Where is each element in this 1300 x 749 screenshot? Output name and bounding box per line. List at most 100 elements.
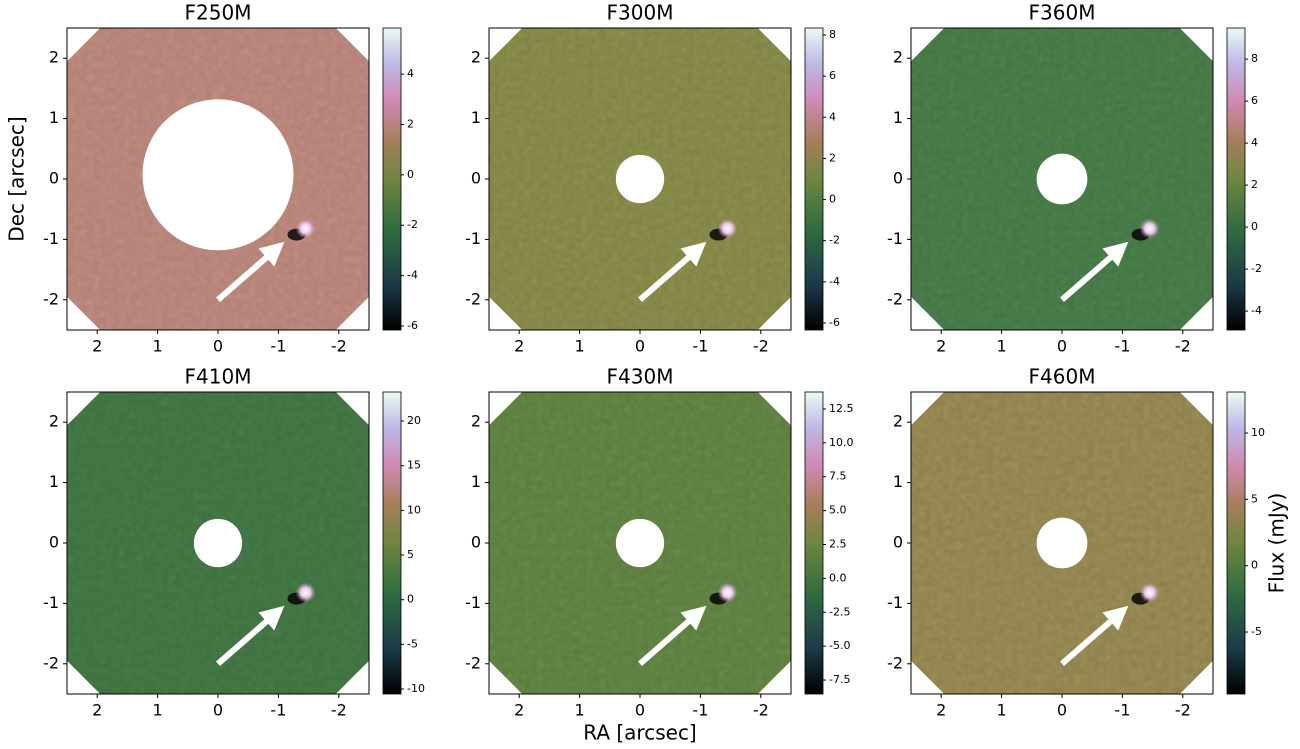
y-tick-label: 2 [49, 412, 59, 431]
colorbar-tick-label: -4 [1251, 304, 1262, 317]
arrow [216, 605, 285, 667]
colorbar [382, 391, 402, 695]
mask [615, 154, 665, 204]
x-tick-label: 1 [997, 701, 1007, 720]
mask [1036, 517, 1088, 569]
y-tick-label: -2 [887, 653, 903, 672]
panel-title: F360M [1029, 1, 1096, 25]
x-tick-label: 2 [936, 701, 946, 720]
y-tick-label: -1 [465, 593, 481, 612]
colorbar-tick-label: 5 [407, 548, 414, 561]
colorbar-tick-label: -5.0 [829, 639, 850, 652]
colorbar-tick-label: -5 [407, 637, 418, 650]
y-tick-label: -1 [887, 593, 903, 612]
colorbar-tick-label: -10 [407, 682, 425, 695]
x-tick-label: -2 [1175, 701, 1191, 720]
arrow [638, 241, 707, 303]
y-tick-label: 0 [471, 533, 481, 552]
y-tick-label: 2 [471, 412, 481, 431]
x-tick-label: 0 [213, 337, 223, 356]
image [911, 392, 1213, 694]
colorbar-tick-label: 2 [829, 151, 836, 164]
x-axis-label: RA [arcsec] [583, 721, 697, 745]
y-tick-label: -2 [887, 289, 903, 308]
image [67, 392, 369, 694]
y-tick-label: 1 [471, 472, 481, 491]
mask [615, 518, 665, 568]
y-tick-label: 1 [893, 108, 903, 127]
x-tick-label: 0 [1057, 337, 1067, 356]
arrow [638, 605, 707, 667]
y-tick-label: -1 [43, 593, 59, 612]
y-tick-label: 0 [49, 533, 59, 552]
arrow [1060, 241, 1129, 303]
colorbar-tick-label: -2 [407, 218, 418, 231]
x-tick-label: 1 [153, 337, 163, 356]
colorbar-tick-label: 5.0 [829, 504, 847, 517]
x-tick-label: 2 [514, 337, 524, 356]
y-tick-label: 2 [49, 48, 59, 67]
x-tick-label: 2 [92, 337, 102, 356]
y-tick-label: 0 [893, 533, 903, 552]
colorbar-tick-label: 10 [1251, 426, 1265, 439]
x-tick-label: 1 [997, 337, 1007, 356]
y-axis-label: Dec [arcsec] [5, 116, 29, 241]
colorbar [804, 391, 824, 695]
colorbar-tick-label: 6 [1251, 94, 1258, 107]
x-tick-label: 2 [514, 701, 524, 720]
image [489, 28, 791, 330]
arrow [1060, 605, 1129, 667]
x-tick-label: -1 [1114, 701, 1130, 720]
colorbar-tick-label: 12.5 [829, 402, 854, 415]
colorbar-tick-label: 20 [407, 414, 421, 427]
y-tick-label: -2 [43, 289, 59, 308]
y-tick-label: 2 [893, 412, 903, 431]
colorbar-tick-label: -2 [829, 234, 840, 247]
y-tick-label: -2 [465, 289, 481, 308]
y-tick-label: -1 [887, 229, 903, 248]
companion [295, 582, 316, 603]
y-tick-label: -2 [43, 653, 59, 672]
colorbar-tick-label: -6 [407, 319, 418, 332]
colorbar-tick-label: 4 [1251, 136, 1258, 149]
colorbar-tick-label: 10.0 [829, 436, 854, 449]
y-tick-label: 0 [471, 169, 481, 188]
x-tick-label: -1 [692, 701, 708, 720]
x-tick-label: -2 [1175, 337, 1191, 356]
x-tick-label: -1 [692, 337, 708, 356]
y-tick-label: -2 [465, 653, 481, 672]
colorbar-tick-label: 2 [407, 117, 414, 130]
x-tick-label: 2 [92, 701, 102, 720]
arrow [216, 241, 285, 303]
colorbar-tick-label: -2 [1251, 262, 1262, 275]
colorbar-tick-label: -4 [829, 275, 840, 288]
y-tick-label: -1 [465, 229, 481, 248]
y-tick-label: 1 [893, 472, 903, 491]
companion [295, 218, 316, 239]
x-tick-label: -2 [331, 337, 347, 356]
mask [142, 99, 294, 251]
y-tick-label: 2 [893, 48, 903, 67]
colorbar [382, 27, 402, 331]
colorbar [804, 27, 824, 331]
panel-title: F300M [607, 1, 674, 25]
y-tick-label: 1 [471, 108, 481, 127]
y-tick-label: 0 [49, 169, 59, 188]
y-tick-label: 1 [49, 108, 59, 127]
x-tick-label: -2 [331, 701, 347, 720]
panel-title: F250M [185, 1, 252, 25]
colorbar-tick-label: 15 [407, 459, 421, 472]
x-tick-label: 1 [153, 701, 163, 720]
colorbar [1226, 27, 1246, 331]
companion [717, 582, 738, 603]
colorbar-label: Flux (mJy) [1265, 493, 1289, 594]
colorbar-tick-label: 0.0 [829, 571, 847, 584]
colorbar-tick-label: -2.5 [829, 605, 850, 618]
colorbar-tick-label: -5 [1251, 625, 1262, 638]
colorbar-tick-label: 0 [407, 593, 414, 606]
y-tick-label: 2 [471, 48, 481, 67]
colorbar-tick-label: 0 [1251, 559, 1258, 572]
colorbar-tick-label: 4 [829, 110, 836, 123]
x-tick-label: 0 [213, 701, 223, 720]
x-tick-label: 2 [936, 337, 946, 356]
